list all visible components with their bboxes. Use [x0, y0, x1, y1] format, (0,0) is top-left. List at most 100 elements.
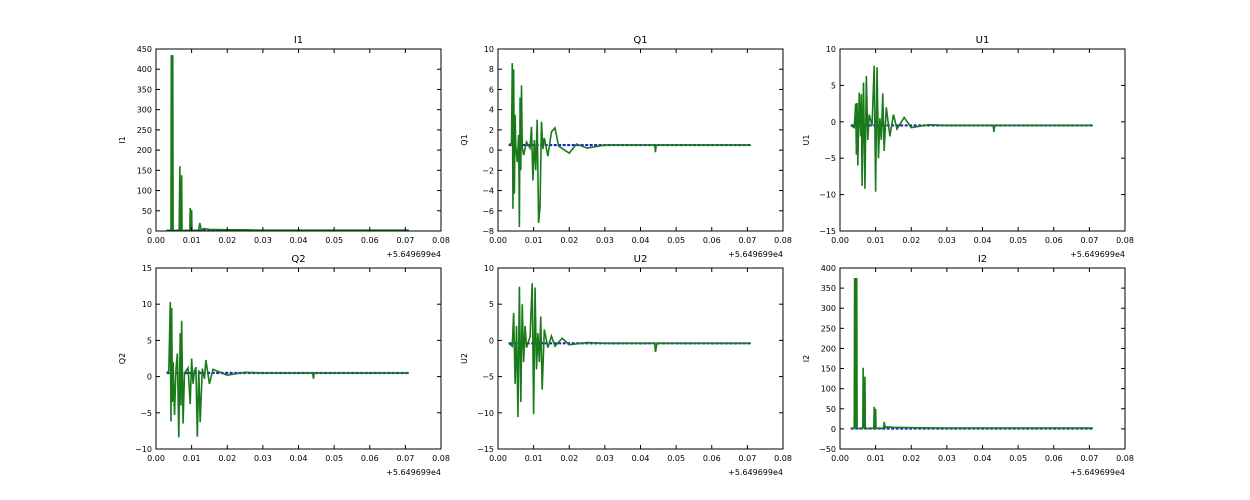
- plot-area: [840, 49, 1125, 231]
- y-tick-label: 4: [489, 106, 494, 115]
- x-tick-label: 0.05: [1009, 454, 1027, 463]
- y-tick-label: 0: [831, 118, 836, 127]
- x-tick-label: 0.00: [489, 454, 507, 463]
- x-tick-label: 0.08: [1116, 236, 1134, 245]
- y-tick-label: −2: [482, 166, 494, 175]
- x-tick-label: 0.04: [290, 236, 308, 245]
- x-tick-label: 0.02: [560, 454, 578, 463]
- y-tick-label: 0: [147, 227, 152, 236]
- y-tick-label: 2: [489, 126, 494, 135]
- x-tick-label: 0.04: [974, 454, 992, 463]
- x-tick-label: 0.08: [432, 236, 450, 245]
- x-tick-label: 0.04: [290, 454, 308, 463]
- x-offset-label: +5.649699e4: [386, 468, 441, 477]
- y-tick-label: 100: [137, 187, 152, 196]
- y-tick-label: 5: [489, 300, 494, 309]
- y-tick-label: −6: [482, 207, 494, 216]
- y-tick-label: 0: [147, 373, 152, 382]
- x-tick-label: 0.07: [396, 236, 414, 245]
- x-tick-label: 0.04: [974, 236, 992, 245]
- y-tick-label: 100: [821, 385, 836, 394]
- y-tick-label: 50: [826, 405, 836, 414]
- y-tick-label: 8: [489, 65, 494, 74]
- x-tick-label: 0.06: [703, 454, 721, 463]
- x-tick-label: 0.08: [774, 454, 792, 463]
- y-tick-label: 6: [489, 85, 494, 94]
- x-tick-label: 0.01: [183, 236, 201, 245]
- x-tick-label: 0.01: [525, 454, 543, 463]
- series-line-b: [850, 65, 1093, 192]
- x-tick-label: 0.03: [596, 236, 614, 245]
- y-tick-label: 50: [142, 207, 152, 216]
- x-tick-label: 0.03: [254, 454, 272, 463]
- x-tick-label: 0.01: [867, 236, 885, 245]
- x-tick-label: 0.05: [325, 454, 343, 463]
- y-tick-label: 200: [821, 344, 836, 353]
- x-offset-label: +5.649699e4: [728, 468, 783, 477]
- y-axis-label: U2: [460, 353, 469, 364]
- x-tick-label: 0.05: [667, 454, 685, 463]
- subplot-u1: 0.00 0.01 0.02 0.03 0.04 0.05 0.06 0.07 0.08 −15 −…: [802, 35, 1134, 259]
- x-tick-label: 0.02: [218, 236, 236, 245]
- x-tick-label: 0.07: [396, 454, 414, 463]
- y-tick-label: 0: [489, 336, 494, 345]
- y-tick-label: −5: [482, 373, 494, 382]
- series-line-b: [166, 302, 409, 438]
- series-line-b: [850, 278, 1093, 430]
- series-line-b: [166, 55, 409, 231]
- y-tick-label: 5: [147, 336, 152, 345]
- y-tick-label: 10: [142, 300, 152, 309]
- y-tick-label: 400: [137, 65, 152, 74]
- x-tick-label: 0.00: [147, 236, 165, 245]
- x-offset-label: +5.649699e4: [728, 250, 783, 259]
- y-tick-label: 10: [484, 45, 494, 54]
- y-tick-label: 300: [137, 106, 152, 115]
- y-axis-label: Q1: [460, 134, 469, 145]
- y-tick-label: 250: [821, 324, 836, 333]
- x-tick-label: 0.07: [1080, 236, 1098, 245]
- y-tick-label: −10: [477, 409, 494, 418]
- subplot-title: U2: [634, 254, 648, 265]
- y-axis-label: I1: [118, 136, 127, 143]
- x-offset-label: +5.649699e4: [386, 250, 441, 259]
- plot-area: [840, 268, 1125, 449]
- y-tick-label: 15: [142, 264, 152, 273]
- x-tick-label: 0.08: [774, 236, 792, 245]
- y-tick-label: 150: [137, 166, 152, 175]
- x-tick-label: 0.07: [1080, 454, 1098, 463]
- y-tick-label: 450: [137, 45, 152, 54]
- subplot-title: I1: [294, 35, 303, 46]
- subplot-q2: 0.00 0.01 0.02 0.03 0.04 0.05 0.06 0.07 0.08 −10 −…: [118, 254, 450, 477]
- y-tick-label: −10: [135, 445, 152, 454]
- x-offset-label: +5.649699e4: [1070, 250, 1125, 259]
- y-tick-label: 350: [137, 85, 152, 94]
- y-axis-label: U1: [802, 135, 811, 146]
- series-line-b: [508, 63, 751, 227]
- x-tick-label: 0.01: [867, 454, 885, 463]
- x-tick-label: 0.02: [902, 236, 920, 245]
- x-tick-label: 0.04: [632, 454, 650, 463]
- x-tick-label: 0.00: [831, 454, 849, 463]
- x-tick-label: 0.01: [525, 236, 543, 245]
- y-tick-label: 200: [137, 146, 152, 155]
- y-tick-label: 10: [826, 45, 836, 54]
- x-offset-label: +5.649699e4: [1070, 468, 1125, 477]
- y-tick-label: −5: [824, 154, 836, 163]
- subplot-title: Q1: [633, 35, 647, 46]
- x-tick-label: 0.05: [325, 236, 343, 245]
- x-tick-label: 0.03: [596, 454, 614, 463]
- y-tick-label: 0: [831, 425, 836, 434]
- subplot-i2: 0.00 0.01 0.02 0.03 0.04 0.05 0.06 0.07 0.08 −50 0…: [802, 254, 1134, 477]
- subplot-u2: 0.00 0.01 0.02 0.03 0.04 0.05 0.06 0.07 0.08 −15 −…: [460, 254, 792, 477]
- x-tick-label: 0.00: [831, 236, 849, 245]
- y-tick-label: −15: [819, 227, 836, 236]
- x-tick-label: 0.06: [361, 454, 379, 463]
- x-tick-label: 0.00: [489, 236, 507, 245]
- y-tick-label: 150: [821, 365, 836, 374]
- y-tick-label: −50: [819, 445, 836, 454]
- x-tick-label: 0.06: [1045, 454, 1063, 463]
- y-axis-label: I2: [802, 355, 811, 362]
- y-axis-label: Q2: [118, 353, 127, 364]
- x-tick-label: 0.01: [183, 454, 201, 463]
- x-tick-label: 0.07: [738, 236, 756, 245]
